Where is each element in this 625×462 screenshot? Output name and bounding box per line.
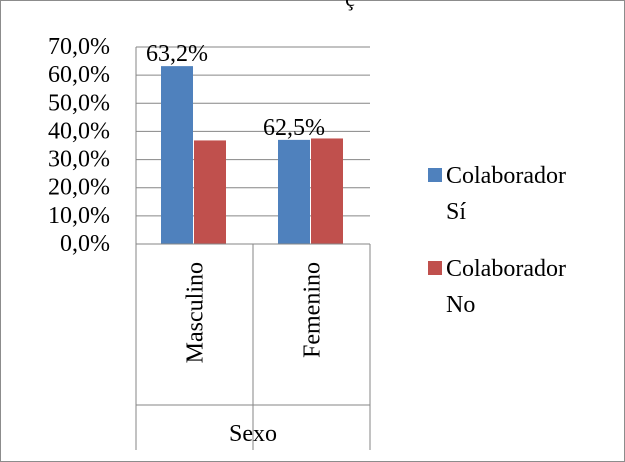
- y-tick-label: 30,0%: [48, 147, 110, 173]
- bar-colaborador-sí-femenino: [278, 139, 310, 244]
- data-labels: 63,2% 62,5%: [146, 41, 325, 141]
- legend-swatch-no: [428, 261, 442, 275]
- bar-colaborador-no-masculino: [194, 140, 226, 244]
- legend-label-no-line1: Colaborador: [446, 256, 566, 282]
- legend: Colaborador Sí Colaborador No: [428, 163, 566, 318]
- y-tick-label: 40,0%: [48, 118, 110, 144]
- y-tick-label: 60,0%: [48, 62, 110, 88]
- legend-label-no-line2: No: [446, 292, 475, 318]
- x-category-label: Masculino: [183, 262, 209, 363]
- x-axis-title: Sexo: [229, 421, 277, 447]
- y-tick-label: 0,0%: [60, 231, 110, 257]
- x-category-label: Femenino: [300, 262, 326, 358]
- data-label: 63,2%: [146, 41, 208, 67]
- y-tick-label: 10,0%: [48, 203, 110, 229]
- bar-colaborador-no-femenino: [311, 138, 343, 244]
- data-label: 62,5%: [263, 115, 325, 141]
- y-tick-label: 20,0%: [48, 175, 110, 201]
- y-axis-ticks: 0,0%10,0%20,0%30,0% 40,0%50,0%60,0%70,0%: [48, 34, 110, 257]
- y-tick-label: 50,0%: [48, 90, 110, 116]
- bars-group: [161, 66, 343, 244]
- legend-label-si-line1: Colaborador: [446, 163, 566, 189]
- axis-lines: [135, 47, 371, 450]
- legend-label-si-line2: Sí: [446, 199, 466, 225]
- x-category-labels: Masculino Femenino: [183, 262, 326, 363]
- top-cut-text: ç: [345, 0, 355, 11]
- bar-colaborador-sí-masculino: [161, 66, 193, 244]
- legend-swatch-si: [428, 168, 442, 182]
- y-tick-label: 70,0%: [48, 34, 110, 60]
